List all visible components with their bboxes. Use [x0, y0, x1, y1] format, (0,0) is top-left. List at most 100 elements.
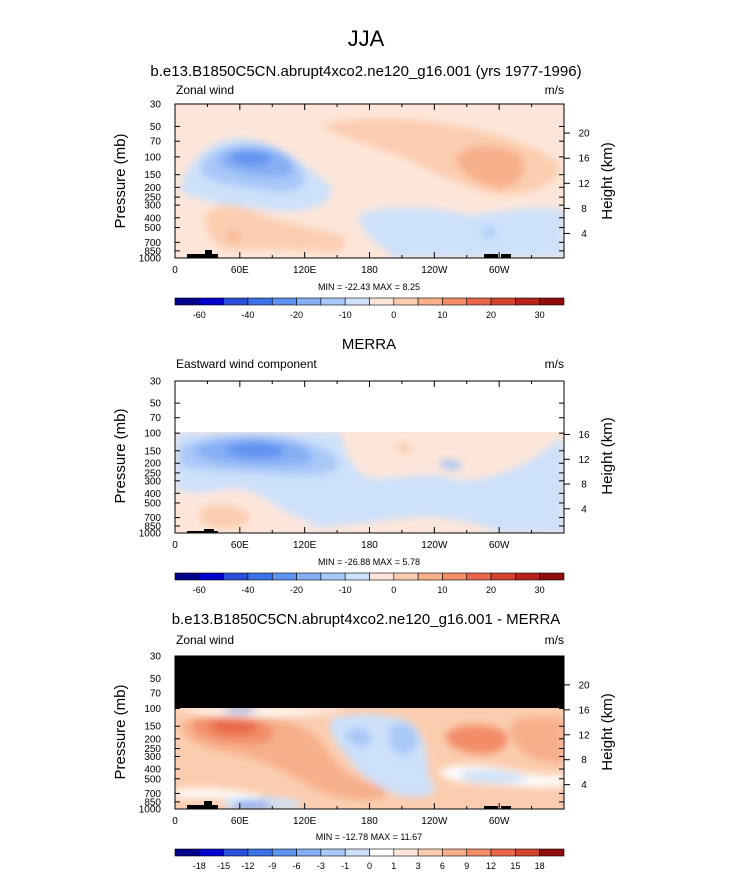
colorbar-swatch: [539, 572, 565, 581]
colorbar-swatch: [417, 572, 443, 581]
colorbar-label: -12: [241, 861, 254, 871]
colorbar-label: -10: [339, 585, 352, 595]
colorbar-label: -9: [268, 861, 276, 871]
colorbar-label: 10: [437, 585, 447, 595]
y-tick-label: 300: [144, 752, 161, 763]
units-label: m/s: [545, 633, 564, 647]
height-tick-label: 4: [581, 504, 587, 515]
y-axis-label: Pressure (mb): [112, 684, 129, 779]
colorbar-swatch: [442, 848, 468, 857]
y-tick-label: 250: [144, 193, 161, 204]
x-tick-label: 60E: [231, 540, 249, 551]
y-tick-label: 1000: [139, 529, 162, 540]
y-axis-label-right: Height (km): [599, 693, 616, 771]
colorbar-label: -6: [293, 861, 301, 871]
y-tick-label: 70: [150, 137, 162, 148]
colorbar-swatch: [247, 297, 273, 306]
colorbar-swatch: [490, 572, 516, 581]
height-tick-label: 16: [578, 430, 590, 441]
contour-blue-lower-core: [235, 799, 270, 809]
colorbar-label: 20: [486, 585, 496, 595]
panel-model: b.e13.B1850C5CN.abrupt4xco2.ne120_g16.00…: [112, 63, 616, 320]
panel-difference: b.e13.B1850C5CN.abrupt4xco2.ne120_g16.00…: [112, 611, 616, 871]
colorbar-swatch: [442, 572, 468, 581]
colorbar-label: 0: [391, 310, 396, 320]
colorbar-label: 30: [535, 585, 545, 595]
colorbar-swatch: [490, 297, 516, 306]
colorbar: -18 -15 -12 -9 -6 -3 -1 0 1 3 6 9 12 15 18: [174, 848, 565, 871]
colorbar-swatch: [466, 848, 492, 857]
colorbar-swatch: [539, 297, 565, 306]
contour-trop-light-blue: [358, 207, 564, 258]
colorbar-label: -3: [317, 861, 325, 871]
panel-obs: MERRA Eastward wind component m/s 30 50 70…: [112, 336, 616, 595]
contour-orange-core: [455, 145, 524, 188]
stats-label: MIN = -22.43 MAX = 8.25: [318, 282, 420, 292]
colorbar-label: 0: [367, 861, 372, 871]
contour-small-blue: [482, 227, 496, 238]
colorbar-swatch: [320, 297, 346, 306]
units-label: m/s: [545, 83, 564, 97]
colorbar-label: 30: [535, 310, 545, 320]
colorbar-swatch: [466, 572, 492, 581]
colorbar-swatch: [174, 848, 200, 857]
height-tick-label: 4: [581, 229, 587, 240]
contour-white-band-low: [175, 788, 260, 800]
contour-lower-orange: [199, 504, 251, 529]
x-ticks: 0 60E 120E 180 120W 60W: [172, 104, 533, 276]
colorbar-label: -1: [341, 861, 349, 871]
x-tick-label: 180: [361, 816, 378, 827]
y-tick-label: 300: [144, 476, 161, 487]
y-tick-label: 250: [144, 468, 161, 479]
colorbar-label: 3: [416, 861, 421, 871]
contour-orange-right: [445, 724, 508, 755]
x-tick-label: 60E: [231, 816, 249, 827]
colorbar-label: -10: [339, 310, 352, 320]
colorbar-swatch: [296, 848, 322, 857]
x-tick-label: 180: [361, 540, 378, 551]
y-tick-label: 500: [144, 223, 161, 234]
colorbar-swatch: [515, 848, 540, 857]
contour-field: [175, 104, 564, 258]
y-tick-label: 200: [144, 734, 161, 745]
y-tick-label: 700: [144, 238, 161, 249]
panel-title: b.e13.B1850C5CN.abrupt4xco2.ne120_g16.00…: [172, 611, 561, 628]
contour-blue-jet-core: [225, 441, 284, 458]
y-tick-label: 100: [144, 429, 161, 440]
y-tick-label: 850: [144, 521, 161, 532]
colorbar-swatch: [539, 848, 565, 857]
x-tick-label: 120E: [293, 265, 317, 276]
colorbar-swatch: [174, 297, 200, 306]
colorbar-label: -15: [217, 861, 230, 871]
colorbar-swatch: [490, 848, 516, 857]
colorbar-label: 18: [535, 861, 545, 871]
colorbar-label: -20: [290, 310, 303, 320]
y-tick-label: 1000: [139, 254, 162, 265]
y-tick-label: 700: [144, 513, 161, 524]
colorbar-swatch: [442, 297, 468, 306]
y-tick-label: 1000: [139, 805, 162, 816]
x-tick-label: 0: [172, 265, 178, 276]
x-tick-label: 0: [172, 816, 178, 827]
colorbar-swatch: [417, 848, 443, 857]
y-tick-label: 70: [150, 413, 162, 424]
height-tick-label: 16: [578, 154, 590, 165]
colorbar-label: 0: [391, 585, 396, 595]
y-tick-label: 400: [144, 213, 161, 224]
panel-title: MERRA: [342, 336, 396, 353]
units-label: m/s: [545, 357, 564, 371]
y-tick-label: 100: [144, 152, 161, 163]
contour-small-orange: [395, 442, 412, 454]
colorbar-label: 9: [464, 861, 469, 871]
contour-strat-peach: [390, 432, 520, 443]
colorbar-label: 15: [510, 861, 520, 871]
y-axis-label-right: Height (km): [599, 142, 616, 220]
contour-field: [175, 432, 564, 533]
y-tick-label: 50: [150, 122, 162, 133]
stats-label: MIN = -26.88 MAX = 5.78: [318, 557, 420, 567]
colorbar-label: 1: [391, 861, 396, 871]
colorbar-swatch: [271, 572, 297, 581]
height-tick-label: 12: [578, 455, 590, 466]
colorbar-swatch: [271, 297, 297, 306]
colorbar-swatch: [344, 848, 370, 857]
